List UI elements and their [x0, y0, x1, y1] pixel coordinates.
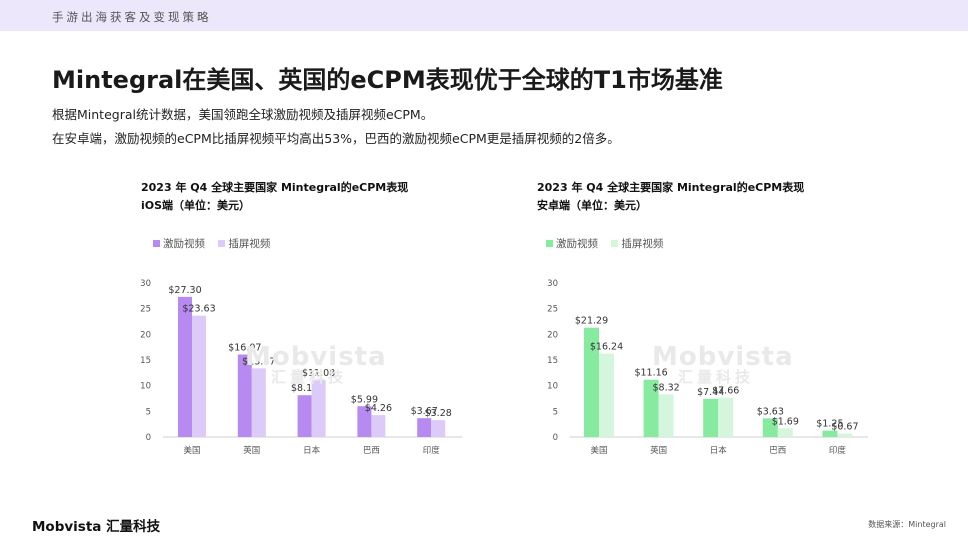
android-data-label: $0.67	[831, 422, 858, 433]
android-bar-rewarded	[584, 327, 599, 437]
android-chart-title: 2023 年 Q4 全球主要国家 Mintegral的eCPM表现	[537, 181, 805, 194]
android-chart-legend: 激励视频 插屏视频	[546, 236, 673, 251]
android-legend-rewarded: 激励视频	[546, 238, 598, 250]
android-legend-interstitial-swatch	[611, 240, 619, 247]
ios-data-label: $5.99	[351, 394, 378, 405]
description-line-2: 在安卓端，激励视频的eCPM比插屏视频平均高出53%，巴西的激励视频eCPM更是…	[52, 131, 620, 146]
ios-ytick-label: 0	[146, 433, 151, 443]
description-line-1: 根据Mintegral统计数据，美国领跑全球激励视频及插屏视频eCPM。	[52, 107, 434, 122]
android-bar-rewarded	[822, 430, 838, 437]
ios-category-label: 日本	[303, 445, 321, 456]
android-data-label: $21.29	[575, 316, 608, 327]
ios-data-label: $27.30	[168, 285, 201, 296]
android-category-label: 美国	[590, 445, 607, 456]
android-data-label: $7.66	[712, 386, 739, 397]
ios-legend-rewarded-label: 激励视频	[163, 238, 205, 250]
android-data-label: $1.69	[772, 416, 799, 427]
footer-logo-cn: 汇量科技	[106, 519, 161, 535]
top-banner: 手游出海获客及变现策略	[0, 0, 968, 31]
android-bar-rewarded	[762, 418, 778, 437]
ios-bar-interstitial	[251, 368, 266, 437]
ios-bar-interstitial	[431, 420, 446, 437]
android-ytick-label: 30	[547, 279, 558, 289]
android-data-label: $16.24	[590, 342, 623, 353]
android-ytick-label: 10	[547, 382, 558, 392]
android-data-label: $11.16	[634, 368, 667, 379]
android-bar-rewarded	[703, 398, 719, 437]
ios-data-label: $13.37	[242, 356, 275, 367]
ios-data-label: $3.67	[411, 406, 438, 417]
android-category-label: 英国	[650, 445, 667, 456]
android-category-label: 印度	[829, 445, 847, 456]
ios-ytick-label: 20	[140, 330, 151, 340]
ios-chart-legend: 激励视频 插屏视频	[153, 236, 280, 251]
android-legend-rewarded-swatch	[546, 240, 553, 247]
ios-legend-interstitial: 插屏视频	[218, 238, 270, 250]
ios-data-label: $11.08	[302, 368, 335, 379]
ios-category-label: 印度	[423, 445, 441, 456]
ios-data-label: $4.26	[365, 403, 392, 414]
android-bar-interstitial	[718, 397, 734, 437]
android-ytick-label: 0	[553, 433, 558, 443]
android-bar-rewarded	[643, 379, 659, 437]
android-legend-interstitial: 插屏视频	[611, 238, 663, 250]
android-ytick-label: 25	[547, 305, 558, 315]
ios-ytick-label: 30	[140, 279, 151, 289]
ios-ytick-label: 15	[140, 356, 151, 366]
android-bar-interstitial	[777, 428, 793, 437]
android-bar-interstitial	[599, 353, 614, 437]
ios-bar-rewarded	[297, 395, 312, 437]
ios-chart-subtitle: iOS端（单位：美元）	[141, 199, 251, 212]
android-data-label: $3.63	[757, 406, 784, 417]
ios-bar-rewarded	[178, 296, 192, 437]
ios-bar-rewarded	[357, 406, 372, 437]
ios-data-label: $3.28	[425, 408, 452, 419]
ios-legend-rewarded: 激励视频	[153, 238, 205, 250]
ios-chart-title-block: 2023 年 Q4 全球主要国家 Mintegral的eCPM表现 iOS端（单…	[141, 179, 408, 215]
android-legend-interstitial-label: 插屏视频	[621, 238, 664, 250]
ios-bar-interstitial	[371, 415, 386, 437]
ios-chart-title: 2023 年 Q4 全球主要国家 Mintegral的eCPM表现	[141, 181, 409, 194]
android-bar-interstitial	[837, 433, 853, 437]
android-data-label: $7.44	[697, 387, 724, 398]
ios-bar-rewarded	[237, 354, 252, 437]
ios-ytick-label: 5	[146, 407, 151, 417]
android-chart-title-block: 2023 年 Q4 全球主要国家 Mintegral的eCPM表现 安卓端（单位…	[537, 179, 804, 215]
android-ytick-label: 20	[547, 330, 558, 340]
ios-data-label: $16.07	[228, 343, 261, 354]
android-category-label: 巴西	[769, 446, 786, 456]
android-legend-rewarded-label: 激励视频	[556, 238, 598, 250]
android-data-label: $8.32	[652, 382, 679, 393]
ios-bar-interstitial	[311, 380, 326, 437]
android-chart-subtitle: 安卓端（单位：美元）	[537, 199, 647, 212]
ios-data-label: $8.14	[291, 383, 318, 394]
ios-bar-rewarded	[417, 418, 432, 437]
ios-bar-interstitial	[192, 315, 206, 437]
ios-ytick-label: 25	[140, 305, 151, 315]
android-ytick-label: 5	[553, 407, 558, 417]
ios-category-label: 美国	[183, 445, 200, 456]
ios-legend-interstitial-swatch	[218, 240, 226, 247]
footer-source: 数据来源：Mintegral	[868, 520, 946, 529]
footer-logo-brand: Mobvista	[32, 519, 102, 535]
android-bar-interstitial	[658, 394, 674, 437]
banner-tagline: 手游出海获客及变现策略	[52, 10, 212, 24]
android-category-label: 日本	[710, 445, 728, 456]
footer-logo: Mobvista 汇量科技	[32, 515, 160, 535]
ios-legend-interstitial-label: 插屏视频	[228, 238, 271, 250]
ios-category-label: 英国	[243, 445, 260, 456]
android-ytick-label: 15	[547, 356, 558, 366]
ios-data-label: $23.63	[182, 304, 215, 315]
ios-ytick-label: 10	[140, 382, 151, 392]
page-title: Mintegral在美国、英国的eCPM表现优于全球的T1市场基准	[52, 66, 723, 94]
android-data-label: $1.25	[816, 419, 843, 430]
ios-legend-rewarded-swatch	[153, 240, 160, 247]
ios-category-label: 巴西	[363, 446, 380, 456]
